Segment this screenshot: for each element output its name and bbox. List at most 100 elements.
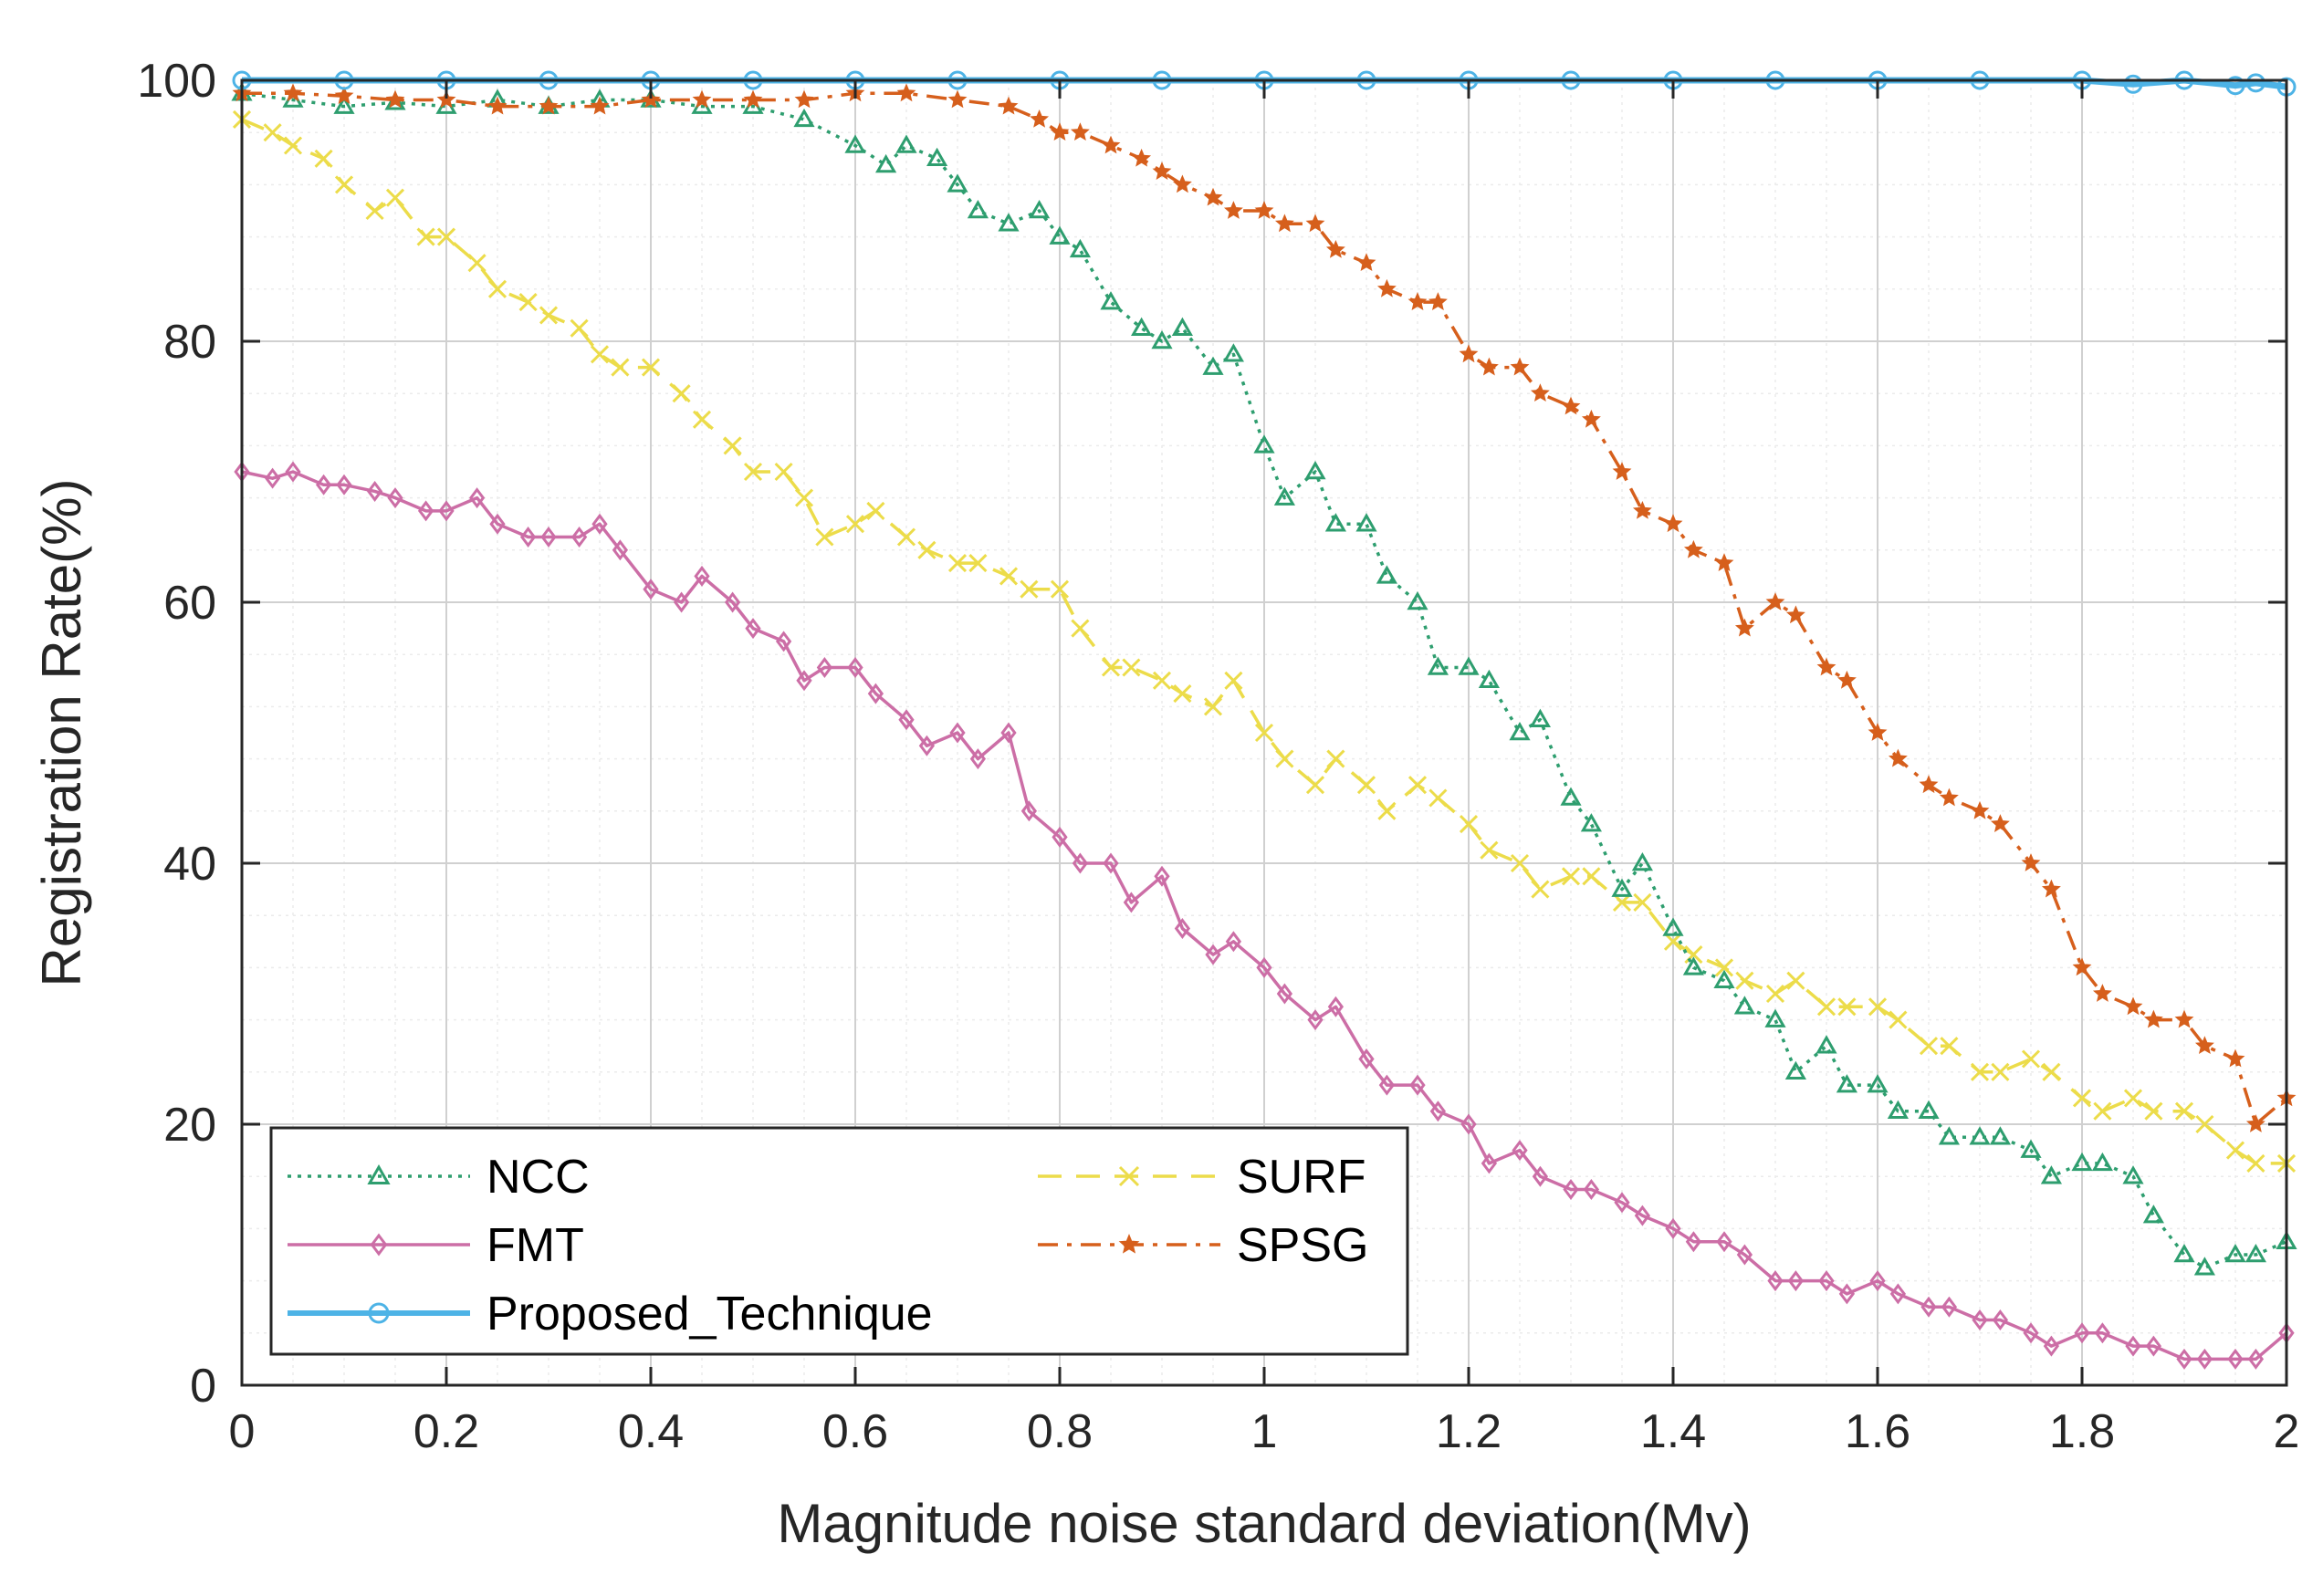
data-point: [1683, 539, 1703, 558]
data-point: [847, 657, 863, 678]
data-point: [1939, 788, 1959, 807]
data-point: [2091, 1152, 2113, 1172]
data-point: [2020, 1139, 2042, 1158]
data-point: [1205, 944, 1221, 965]
data-point: [2072, 957, 2092, 976]
x-tick-label: 2: [2274, 1405, 2300, 1458]
data-point: [1118, 1165, 1140, 1187]
data-point: [1326, 749, 1345, 768]
data-point: [967, 199, 989, 219]
data-point: [334, 175, 354, 194]
data-point: [745, 618, 761, 640]
data-point: [1633, 892, 1652, 912]
data-point: [1836, 670, 1857, 689]
data-point: [1836, 1074, 1857, 1093]
data-point: [1530, 383, 1550, 402]
data-point: [2224, 1243, 2246, 1263]
data-point: [570, 527, 588, 548]
data-point: [1663, 932, 1683, 951]
data-point: [1531, 880, 1550, 899]
data-point: [1918, 1100, 1940, 1119]
y-tick-label: 80: [163, 316, 216, 369]
data-point: [2043, 1335, 2060, 1357]
data-point: [2021, 853, 2041, 871]
data-point: [263, 123, 282, 142]
data-point: [1376, 565, 1397, 584]
data-point: [1020, 800, 1038, 822]
x-tick-label: 1.6: [1845, 1405, 1910, 1458]
data-point: [641, 358, 661, 377]
x-tick-label: 0.4: [618, 1405, 684, 1458]
data-point: [1050, 122, 1070, 141]
data-point: [867, 683, 884, 704]
data-point: [947, 173, 968, 193]
series-surf: [232, 110, 2297, 1173]
data-point: [1685, 1231, 1702, 1253]
data-point: [1275, 749, 1294, 768]
y-tick-label: 40: [163, 838, 216, 891]
data-point: [1734, 618, 1754, 637]
data-point: [366, 480, 383, 502]
data-point: [1920, 1296, 1937, 1318]
data-point: [1582, 867, 1601, 886]
data-point: [2195, 1114, 2214, 1134]
data-point: [1989, 1126, 2011, 1145]
legend-label: FMT: [487, 1219, 584, 1272]
data-point: [416, 227, 435, 246]
data-point: [1970, 1062, 1990, 1081]
data-point: [1305, 776, 1325, 795]
data-point: [926, 147, 948, 167]
data-point: [1407, 776, 1428, 795]
data-point: [1767, 1270, 1784, 1292]
data-point: [1611, 878, 1633, 897]
data-point: [2023, 1322, 2039, 1344]
data-point: [1254, 201, 1274, 219]
data-point: [1532, 1165, 1549, 1187]
data-point: [1716, 1231, 1732, 1253]
data-point: [1029, 199, 1051, 219]
data-point: [1529, 708, 1551, 727]
data-point: [1071, 619, 1090, 638]
data-point: [1428, 292, 1448, 310]
data-point: [692, 410, 712, 429]
data-point: [1481, 1153, 1498, 1174]
data-point: [1512, 1140, 1528, 1162]
data-point: [1663, 514, 1683, 533]
data-point: [2072, 1089, 2092, 1108]
series-fmt: [234, 461, 2295, 1370]
data-point: [1409, 1074, 1426, 1096]
data-point: [1459, 344, 1479, 363]
data-point: [2041, 879, 2061, 898]
data-point: [1376, 278, 1397, 297]
data-point: [1122, 658, 1141, 677]
data-point: [672, 384, 691, 403]
data-point: [368, 1302, 390, 1324]
data-point: [367, 1163, 391, 1184]
data-point: [1072, 852, 1089, 874]
data-point: [1713, 969, 1735, 988]
data-point: [1427, 656, 1449, 675]
data-point: [1714, 553, 1734, 571]
data-point: [264, 467, 281, 489]
data-point: [2245, 1114, 2265, 1132]
data-point: [947, 89, 968, 109]
data-point: [2245, 73, 2265, 93]
data-point: [1132, 148, 1152, 167]
data-point: [673, 591, 690, 613]
data-point: [1479, 357, 1499, 376]
data-point: [1631, 851, 1653, 871]
data-point: [1563, 1179, 1579, 1200]
data-point: [1020, 579, 1039, 599]
data-point: [2194, 1036, 2214, 1055]
data-point: [590, 96, 610, 115]
data-point: [2143, 1009, 2163, 1028]
data-point: [591, 513, 608, 535]
data-point: [2196, 1348, 2213, 1370]
data-point: [2093, 1101, 2112, 1121]
data-point: [2174, 1101, 2194, 1121]
data-point: [1103, 852, 1119, 874]
data-point: [1356, 776, 1376, 795]
data-point: [1736, 1244, 1753, 1266]
data-point: [417, 500, 434, 522]
